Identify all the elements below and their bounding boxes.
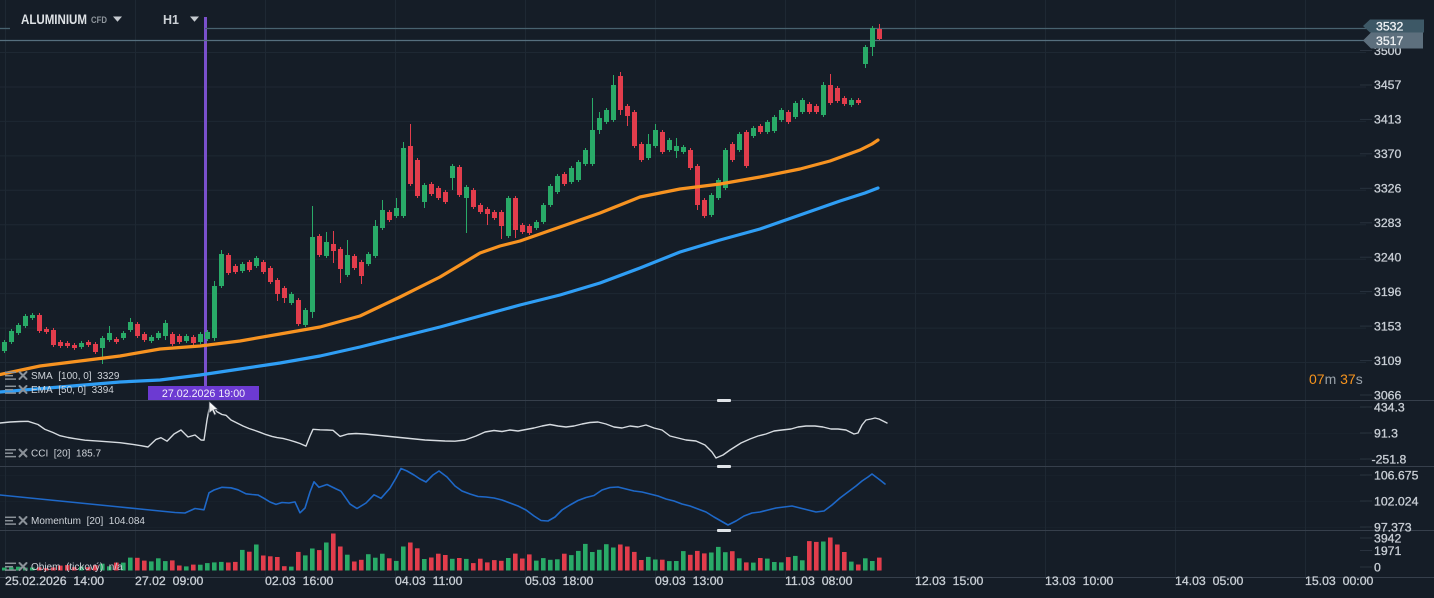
svg-text:3942: 3942 [1374, 531, 1402, 545]
svg-text:12.03 15:00: 12.03 15:00 [915, 574, 984, 588]
svg-text:3283: 3283 [1374, 216, 1402, 230]
svg-text:ALUMINIUM: ALUMINIUM [21, 12, 87, 27]
svg-text:SMA [100, 0] 3329: SMA [100, 0] 3329 [31, 371, 120, 382]
svg-text:05.03 18:00: 05.03 18:00 [525, 574, 594, 588]
svg-text:102.024: 102.024 [1374, 494, 1419, 508]
svg-text:3196: 3196 [1374, 285, 1402, 299]
svg-text:3517: 3517 [1376, 34, 1404, 48]
svg-text:434.3: 434.3 [1374, 400, 1405, 414]
svg-text:1971: 1971 [1374, 544, 1402, 558]
svg-text:3370: 3370 [1374, 147, 1402, 161]
svg-text:3153: 3153 [1374, 319, 1402, 333]
svg-text:0: 0 [1374, 560, 1381, 574]
svg-text:H1: H1 [163, 13, 179, 27]
svg-text:3326: 3326 [1374, 182, 1402, 196]
svg-text:3532: 3532 [1376, 20, 1404, 34]
svg-text:09.03 13:00: 09.03 13:00 [655, 574, 724, 588]
svg-text:25.02.2026 14:00: 25.02.2026 14:00 [5, 574, 104, 588]
svg-text:Objem (tickový) n/a: Objem (tickový) n/a [31, 562, 123, 573]
svg-text:04.03 11:00: 04.03 11:00 [395, 574, 463, 588]
svg-text:15.03 00:00: 15.03 00:00 [1305, 574, 1374, 588]
svg-text:CCI [20] 185.7: CCI [20] 185.7 [31, 449, 101, 460]
svg-text:07m 37s: 07m 37s [1309, 371, 1363, 387]
svg-text:13.03 10:00: 13.03 10:00 [1045, 574, 1114, 588]
svg-text:91.3: 91.3 [1374, 426, 1398, 440]
svg-text:EMA [50, 0] 3394: EMA [50, 0] 3394 [31, 385, 114, 396]
svg-text:3066: 3066 [1374, 388, 1402, 402]
svg-text:3240: 3240 [1374, 251, 1402, 265]
svg-text:3413: 3413 [1374, 113, 1402, 127]
svg-text:27.02 09:00: 27.02 09:00 [135, 574, 204, 588]
svg-text:3109: 3109 [1374, 354, 1402, 368]
svg-text:Momentum [20] 104.084: Momentum [20] 104.084 [31, 516, 145, 527]
svg-text:02.03 16:00: 02.03 16:00 [265, 574, 334, 588]
svg-text:3457: 3457 [1374, 78, 1402, 92]
svg-text:14.03 05:00: 14.03 05:00 [1175, 574, 1244, 588]
svg-text:CFD: CFD [91, 15, 107, 26]
svg-text:97.373: 97.373 [1374, 520, 1412, 534]
svg-text:11.03 08:00: 11.03 08:00 [785, 574, 853, 588]
svg-text:106.675: 106.675 [1374, 468, 1419, 482]
svg-text:27.02.2026 19:00: 27.02.2026 19:00 [162, 388, 245, 400]
svg-text:-251.8: -251.8 [1372, 452, 1407, 466]
